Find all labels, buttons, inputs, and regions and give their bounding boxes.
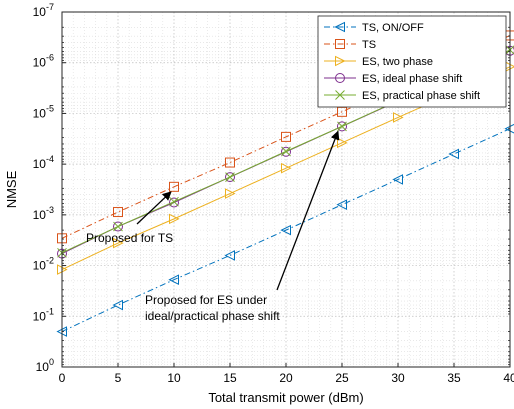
legend-label: TS [362, 39, 376, 51]
annotation-text: Proposed for ES under [145, 293, 267, 307]
x-tick-label: 30 [391, 371, 405, 385]
legend-marker [335, 90, 345, 100]
data-point [113, 207, 123, 218]
legend-entry: ES, ideal phase shift [324, 73, 462, 85]
y-tick-label: 10-3 [33, 205, 54, 222]
data-point [113, 221, 123, 232]
y-tick-label: 100 [36, 357, 54, 374]
annotation-arrow [276, 130, 340, 291]
data-point [225, 157, 235, 168]
legend-label: ES, two phase [362, 56, 433, 68]
series-line [61, 128, 511, 333]
x-tick-label: 10 [167, 371, 181, 385]
legend-entry: ES, practical phase shift [324, 90, 480, 102]
data-point [393, 112, 404, 123]
axes: 0 5 10 15 20 25 30 35 40 100 10-1 10-2 10-3 10-4 10-5 1… [33, 2, 514, 385]
data-point [281, 162, 292, 174]
data-point [169, 197, 179, 208]
data-point [281, 131, 291, 142]
data-point [336, 199, 347, 210]
y-tick-label: 10-7 [33, 2, 54, 19]
data-point [337, 121, 347, 132]
data-point [225, 172, 235, 183]
y-tick-label: 10-2 [33, 256, 54, 273]
x-tick-label: 40 [503, 371, 514, 385]
legend: TS, ON/OFF TS ES, two phase ES, ideal phase… [317, 15, 507, 108]
legend-entry: ES, two phase [324, 55, 433, 68]
data-point [392, 174, 403, 185]
data-point [280, 224, 291, 236]
annotation-text: Proposed for TS [86, 231, 173, 245]
data-point [225, 188, 236, 199]
data-point [169, 181, 179, 192]
legend-label: ES, practical phase shift [362, 90, 480, 102]
data-point [112, 299, 123, 311]
x-tick-label: 0 [59, 371, 66, 385]
x-tick-label: 20 [279, 371, 293, 385]
legend-label: ES, ideal phase shift [362, 73, 462, 85]
y-axis-label: NMSE [4, 170, 19, 208]
data-point [337, 121, 347, 132]
annotation-text: ideal/practical phase shift [145, 309, 280, 323]
annotation-arrow [136, 191, 172, 225]
legend-marker [334, 21, 345, 33]
legend-label: TS, ON/OFF [362, 22, 424, 34]
y-tick-label: 10-5 [33, 103, 54, 120]
x-tick-label: 35 [447, 371, 461, 385]
legend-entry: TS, ON/OFF [324, 21, 424, 34]
data-point [224, 250, 235, 261]
annotations: Proposed for TS Proposed for ES under idea… [86, 130, 340, 323]
y-tick-label: 10-1 [33, 306, 54, 323]
x-tick-label: 15 [223, 371, 237, 385]
y-tick-label: 10-6 [33, 53, 54, 70]
legend-marker [335, 39, 345, 49]
y-tick-label: 10-4 [33, 154, 54, 171]
data-point [113, 221, 123, 232]
x-tick-label: 5 [115, 371, 122, 385]
data-point [281, 146, 291, 157]
x-axis-label: Total transmit power (dBm) [208, 390, 363, 405]
legend-entry: TS [324, 39, 376, 51]
x-tick-label: 25 [335, 371, 349, 385]
data-point [168, 274, 179, 286]
data-point [225, 172, 235, 182]
data-point [169, 213, 180, 225]
data-point [448, 148, 459, 160]
legend-marker [335, 73, 345, 83]
data-point [281, 146, 291, 157]
data-point [113, 237, 124, 249]
legend-marker [335, 55, 346, 67]
data-point [337, 137, 348, 149]
